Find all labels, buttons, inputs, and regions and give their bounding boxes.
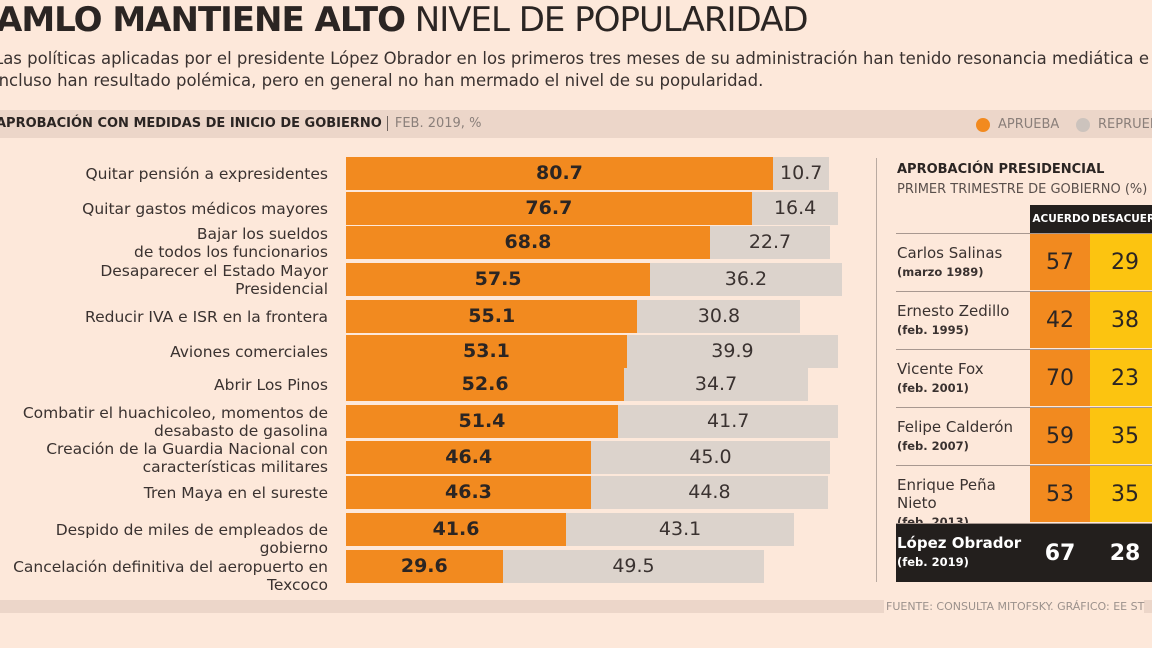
date: (feb. 2001) <box>897 381 969 395</box>
desacuerdo-value: 23 <box>1090 350 1152 406</box>
bar-aprueba: 46.4 <box>346 441 592 474</box>
table-header: ACUERDODESACUERDO <box>1030 205 1152 233</box>
president-name: Felipe Calderón (feb. 2007) <box>897 418 1029 455</box>
presidential-subtitle: PRIMER TRIMESTRE DE GOBIERNO (%) <box>897 182 1148 197</box>
bar-aprueba: 57.5 <box>346 263 651 296</box>
desacuerdo-value: 35 <box>1090 408 1152 464</box>
bar-aprueba: 52.6 <box>346 368 625 401</box>
desacuerdo-value: 38 <box>1090 292 1152 348</box>
category-label: Quitar pensión a expresidentes <box>85 165 328 183</box>
table-row: Enrique Peña Nieto (feb. 2013) 53 35 <box>896 465 1152 529</box>
presidential-title: APROBACIÓN PRESIDENCIAL <box>897 162 1105 177</box>
acuerdo-value: 59 <box>1030 408 1090 464</box>
title-light: NIVEL DE POPULARIDAD <box>414 0 809 40</box>
name: López Obrador <box>897 534 1022 552</box>
date: (feb. 2019) <box>897 555 969 569</box>
president-name: Vicente Fox (feb. 2001) <box>897 360 1029 397</box>
desacuerdo-value: 29 <box>1090 234 1152 290</box>
divider <box>876 158 877 582</box>
president-name: López Obrador (feb. 2019) <box>897 534 1029 571</box>
bar-reprueba: 43.1 <box>566 513 795 546</box>
category-label: Aviones comerciales <box>170 343 328 361</box>
chart-title: APROBACIÓN CON MEDIDAS DE INICIO DE GOBI… <box>0 116 482 131</box>
president-name: Ernesto Zedillo (feb. 1995) <box>897 302 1029 339</box>
table-row: Vicente Fox (feb. 2001) 70 23 <box>896 349 1152 406</box>
legend-label: APRUEBA <box>998 117 1060 132</box>
source-note: FUENTE: CONSULTA MITOFSKY. GRÁFICO: EE S… <box>884 600 1145 613</box>
page-title: AMLO MANTIENE ALTO NIVEL DE POPULARIDAD <box>0 0 809 40</box>
bar-aprueba: 46.3 <box>346 476 591 509</box>
category-label: Combatir el huachicoleo, momentos de des… <box>22 404 328 440</box>
category-label: Abrir Los Pinos <box>214 376 328 394</box>
category-label: Creación de la Guardia Nacional con cara… <box>46 440 328 476</box>
legend-label: REPRUEBA <box>1098 117 1152 132</box>
date: (marzo 1989) <box>897 265 984 279</box>
bar-reprueba: 44.8 <box>590 476 828 509</box>
date: (feb. 1995) <box>897 323 969 337</box>
title-bold: AMLO MANTIENE ALTO <box>0 0 406 40</box>
category-label: Bajar los sueldos de todos los funcionar… <box>134 225 328 261</box>
chart-date: FEB. 2019, % <box>386 116 482 131</box>
bar-reprueba: 30.8 <box>637 300 801 333</box>
stacked-bar-chart: Quitar pensión a expresidentes 80.7 10.7 Qu… <box>13 157 842 594</box>
acuerdo-value: 70 <box>1030 350 1090 406</box>
category-label: Despido de miles de empleados de gobiern… <box>55 521 328 557</box>
acuerdo-value: 42 <box>1030 292 1090 348</box>
bar-reprueba: 45.0 <box>591 441 830 474</box>
name: Carlos Salinas <box>897 244 1003 262</box>
bar-reprueba: 39.9 <box>626 335 838 368</box>
category-label: Quitar gastos médicos mayores <box>82 200 328 218</box>
chart-title-text: APROBACIÓN CON MEDIDAS DE INICIO DE GOBI… <box>0 116 382 131</box>
category-label: Desaparecer el Estado Mayor Presidencial <box>100 262 328 298</box>
bar-aprueba: 53.1 <box>346 335 627 368</box>
footer-band: FUENTE: CONSULTA MITOFSKY. GRÁFICO: EE S… <box>0 600 1152 613</box>
col-acuerdo: ACUERDO <box>1032 213 1090 225</box>
category-label: Tren Maya en el sureste <box>143 484 328 502</box>
bar-reprueba: 22.7 <box>709 226 831 259</box>
legend-reprueba: REPRUEBA <box>1076 117 1152 132</box>
chart-header-band: APROBACIÓN CON MEDIDAS DE INICIO DE GOBI… <box>0 110 1152 138</box>
table-row: Carlos Salinas (marzo 1989) 57 29 <box>896 233 1152 290</box>
president-name: Carlos Salinas (marzo 1989) <box>897 244 1029 281</box>
category-label: Reducir IVA e ISR en la frontera <box>85 308 328 326</box>
bar-reprueba: 34.7 <box>624 368 808 401</box>
bar-reprueba: 41.7 <box>617 405 839 438</box>
bar-aprueba: 80.7 <box>346 157 773 190</box>
acuerdo-value: 67 <box>1030 524 1090 582</box>
acuerdo-value: 53 <box>1030 466 1090 522</box>
bar-aprueba: 55.1 <box>346 300 638 333</box>
bar-aprueba: 29.6 <box>346 550 503 583</box>
subtitle: Las políticas aplicadas por el president… <box>0 49 1149 90</box>
legend-aprueba: APRUEBA <box>976 117 1059 132</box>
desacuerdo-value: 35 <box>1090 466 1152 522</box>
bar-reprueba: 10.7 <box>772 157 830 190</box>
bar-reprueba: 36.2 <box>650 263 842 296</box>
bar-aprueba: 68.8 <box>346 226 710 259</box>
bar-reprueba: 16.4 <box>751 192 839 225</box>
name: Enrique Peña Nieto <box>897 476 996 512</box>
acuerdo-value: 57 <box>1030 234 1090 290</box>
table-row: López Obrador (feb. 2019) 67 28 <box>896 523 1152 582</box>
bar-reprueba: 49.5 <box>502 550 765 583</box>
table-row: Ernesto Zedillo (feb. 1995) 42 38 <box>896 291 1152 348</box>
bar-aprueba: 76.7 <box>346 192 752 225</box>
legend-swatch-aprueba <box>976 117 990 132</box>
bar-aprueba: 41.6 <box>346 513 567 546</box>
desacuerdo-value: 28 <box>1090 524 1152 582</box>
name: Vicente Fox <box>897 360 984 378</box>
date: (feb. 2007) <box>897 439 969 453</box>
category-label: Cancelación definitiva del aeropuerto en… <box>13 558 328 594</box>
legend-swatch-reprueba <box>1076 117 1090 132</box>
col-desacuerdo: DESACUERDO <box>1092 213 1152 225</box>
name: Felipe Calderón <box>897 418 1013 436</box>
table-row: Felipe Calderón (feb. 2007) 59 35 <box>896 407 1152 464</box>
name: Ernesto Zedillo <box>897 302 1010 320</box>
bar-aprueba: 51.4 <box>346 405 618 438</box>
